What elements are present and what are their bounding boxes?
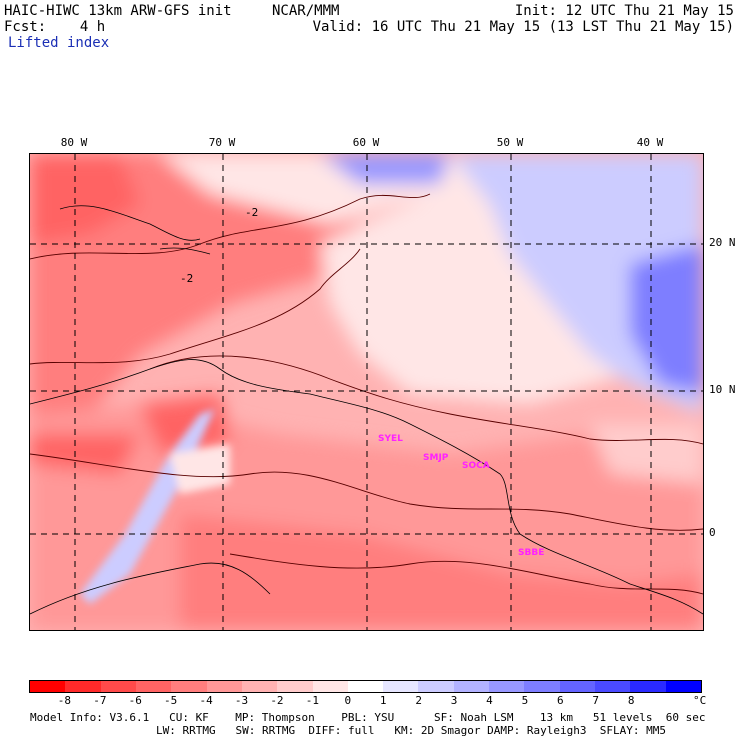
colorbar-tick-label: 4 [486,694,493,707]
colorbar-tick-label: -5 [164,694,178,707]
colorbar-tick-label: -1 [305,694,319,707]
colorbar-segment [206,681,242,692]
colorbar-tick-label: 3 [450,694,458,707]
colorbar-tick-label: 1 [379,694,387,707]
field-andes-neutral [170,444,230,494]
coastline-cuba [59,205,201,241]
forecast-hour: Fcst: 4 h [4,19,106,35]
colorbar-segment [65,681,101,692]
colorbar-tick-label: -2 [270,694,284,707]
colorbar-tick-label: 7 [592,694,600,707]
colorbar-tick-label: 6 [557,694,564,707]
field-amazon-unstable [180,514,703,630]
colorbar-segment [30,681,66,692]
field-name: Lifted index [8,35,110,51]
model-title: HAIC-HIWC 13km ARW-GFS init [4,3,232,19]
station-smjp: SMJP [423,453,449,463]
contour-caribbean [30,248,361,365]
coastlines [30,205,703,615]
field-cuba-unstable [30,154,140,244]
colorbar-segment [418,681,454,692]
station-sbbe: SBBE [518,548,545,558]
colorbar-unit: °C [693,694,707,707]
field-caribbean-unstable [30,154,360,424]
field-atlantic-east [590,424,703,484]
lon-label-80w: 80 W [60,136,88,149]
coastline-south-america [30,359,703,615]
colorbar-segment [665,681,701,692]
lon-label-50w: 50 W [496,136,524,149]
colorbar-segment [347,681,384,692]
colorbar-segment [135,681,172,692]
field-east-stable-core [630,244,703,394]
colorbar-tick-label: 2 [415,694,422,707]
organization: NCAR/MMM [272,3,340,19]
colorbar-segment [524,681,560,692]
station-soca: SOCA [462,461,490,471]
colorbar-segment [241,681,278,692]
coastline-hispaniola [159,247,211,255]
lon-label-60w: 60 W [352,136,380,149]
colorbar-tick-label: -6 [128,694,142,707]
colorbar-segment [630,681,666,692]
colorbar [29,680,702,693]
colorbar-tick-label: 8 [627,694,635,707]
contour-coast [149,355,703,445]
colorbar-segment [595,681,631,692]
field-colombia-unstable [30,434,140,474]
colorbar-segment [383,681,419,692]
field-venezuela-unstable [140,394,230,454]
lat-lon-grid [30,154,703,630]
station-syel: SYEL [378,434,403,444]
colorbar-tick-label: 0 [344,694,352,707]
colorbar-segment [171,681,207,692]
colorbar-segment [559,681,595,692]
colorbar-segment [489,681,525,692]
lat-label-10n: 10 N [709,383,736,396]
colorbar-segment [100,681,136,692]
lon-label-40w: 40 W [636,136,664,149]
colorbar-tick-label: -7 [93,694,107,707]
map-panel: -2 -2 SYEL SMJP SOCA SBBE [29,153,704,631]
colorbar-tick-label: -3 [234,694,249,707]
colorbar-segment [453,681,490,692]
colorbar-tick-label: 5 [521,694,529,707]
field-north-stable [320,154,450,184]
init-time: Init: 12 UTC Thu 21 May 15 [514,3,734,19]
contour-interior [30,453,703,531]
colorbar-segment [312,681,348,692]
colorbar-tick-label: -4 [199,694,213,707]
contour-label-1: -2 [245,206,258,219]
contour-south [229,553,703,595]
contour-label-2: -2 [180,272,193,285]
lat-label-20n: 20 N [709,236,736,249]
colorbar-tick-label: -8 [57,694,72,707]
contour-lines [30,193,703,595]
colorbar-segment [277,681,313,692]
lon-label-70w: 70 W [208,136,236,149]
lat-label-0: 0 [709,526,716,539]
contour-north [30,193,431,260]
footer-physics-info: LW: RRTMG SW: RRTMG DIFF: full KM: 2D Sm… [156,724,666,737]
coastline-andes-border [30,562,271,615]
lifted-index-field: -2 -2 [30,154,703,630]
footer-model-info: Model Info: V3.6.1 CU: KF MP: Thompson P… [30,711,706,724]
valid-time: Valid: 16 UTC Thu 21 May 15 (13 LST Thu … [312,19,734,35]
